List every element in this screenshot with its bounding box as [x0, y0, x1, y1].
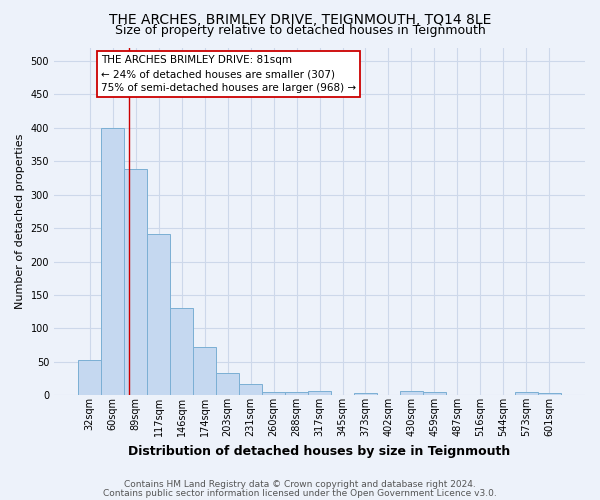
- Text: THE ARCHES, BRIMLEY DRIVE, TEIGNMOUTH, TQ14 8LE: THE ARCHES, BRIMLEY DRIVE, TEIGNMOUTH, T…: [109, 12, 491, 26]
- Bar: [515, 392, 538, 396]
- Bar: [423, 392, 446, 396]
- Bar: [124, 170, 147, 396]
- Y-axis label: Number of detached properties: Number of detached properties: [15, 134, 25, 309]
- Bar: [308, 392, 331, 396]
- Bar: [354, 392, 377, 396]
- Bar: [538, 392, 561, 396]
- Bar: [147, 234, 170, 396]
- Bar: [239, 384, 262, 396]
- Text: Size of property relative to detached houses in Teignmouth: Size of property relative to detached ho…: [115, 24, 485, 37]
- Bar: [78, 360, 101, 396]
- Text: THE ARCHES BRIMLEY DRIVE: 81sqm
← 24% of detached houses are smaller (307)
75% o: THE ARCHES BRIMLEY DRIVE: 81sqm ← 24% of…: [101, 56, 356, 94]
- Bar: [193, 347, 216, 396]
- Bar: [170, 308, 193, 396]
- Bar: [285, 392, 308, 396]
- Bar: [262, 392, 285, 396]
- Bar: [216, 372, 239, 396]
- Bar: [101, 128, 124, 396]
- Text: Contains public sector information licensed under the Open Government Licence v3: Contains public sector information licen…: [103, 488, 497, 498]
- Bar: [400, 392, 423, 396]
- X-axis label: Distribution of detached houses by size in Teignmouth: Distribution of detached houses by size …: [128, 444, 511, 458]
- Text: Contains HM Land Registry data © Crown copyright and database right 2024.: Contains HM Land Registry data © Crown c…: [124, 480, 476, 489]
